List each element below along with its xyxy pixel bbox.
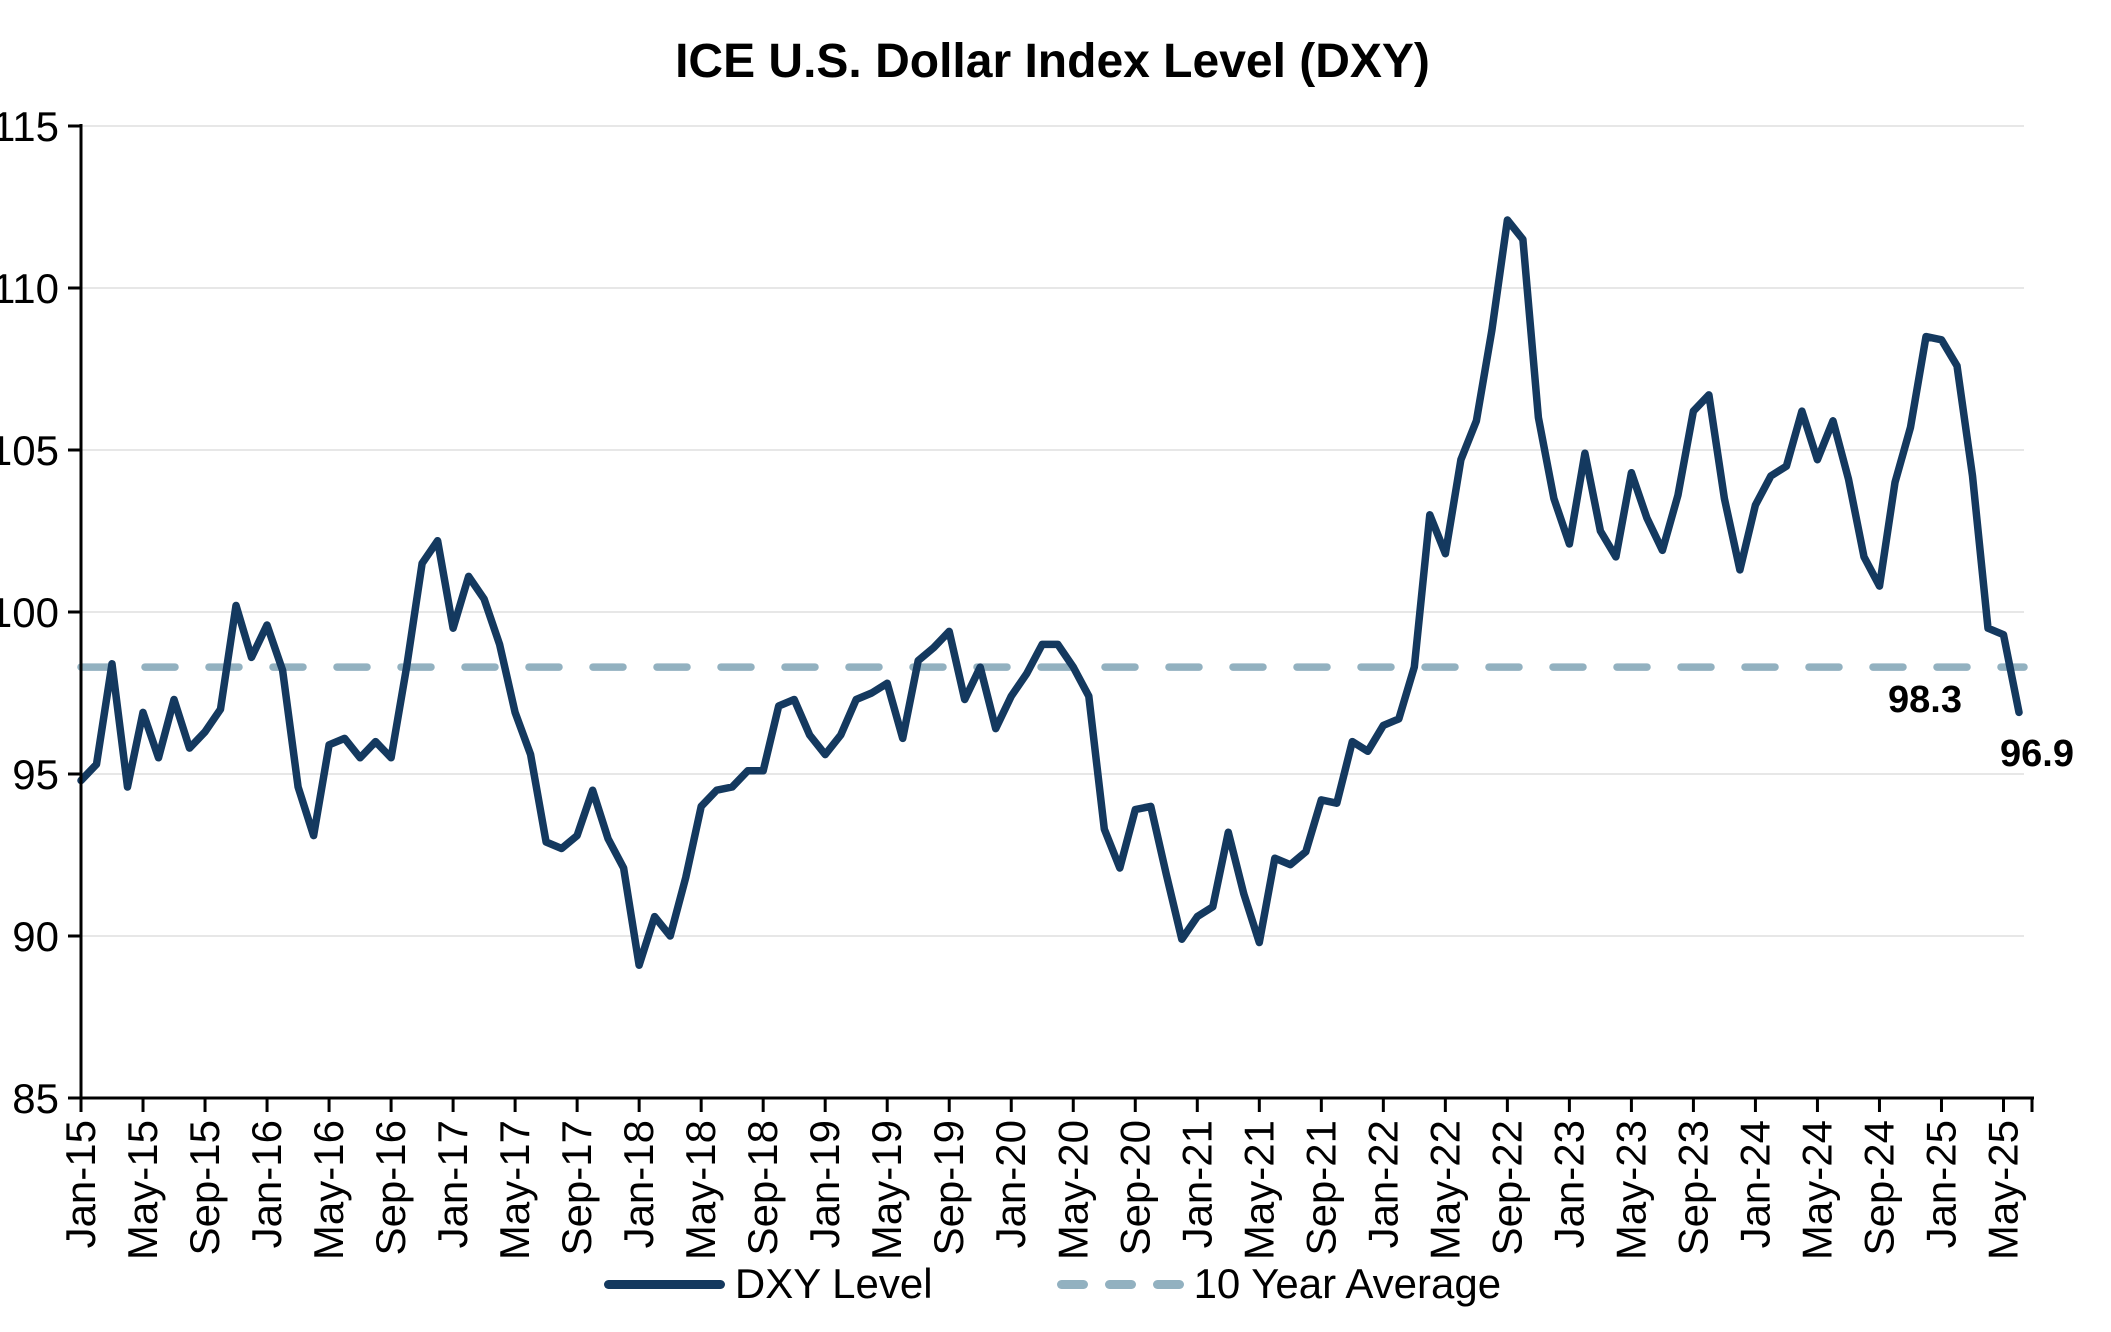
y-axis-label: 95 [12, 751, 59, 798]
x-axis-label: Sep-22 [1483, 1120, 1530, 1255]
x-axis-label: May-16 [305, 1120, 352, 1260]
dxy-line [77, 216, 2023, 969]
y-axis-label: 85 [12, 1075, 59, 1122]
y-axis-label: 110 [0, 265, 59, 312]
chart-title: ICE U.S. Dollar Index Level (DXY) [675, 35, 1430, 88]
x-axis-label: Sep-17 [553, 1120, 600, 1255]
y-axis-label: 115 [0, 103, 59, 150]
average-value-label: 98.3 [1888, 679, 1962, 721]
x-axis-label: Jan-20 [987, 1120, 1034, 1248]
x-axis-label: May-21 [1235, 1120, 1282, 1260]
x-axis-label: Sep-19 [925, 1120, 972, 1255]
y-axis-label: 105 [0, 427, 59, 474]
legend-label-dxy: DXY Level [734, 1260, 933, 1307]
x-axis-label: Jan-24 [1731, 1120, 1778, 1248]
average-line-swatch [1056, 1279, 1184, 1289]
x-axis-label: Sep-24 [1855, 1120, 1902, 1255]
x-axis-label: Sep-16 [367, 1120, 414, 1255]
x-axis-label: May-15 [119, 1120, 166, 1260]
x-axis-label: Sep-15 [181, 1120, 228, 1255]
x-axis-label: May-18 [677, 1120, 724, 1260]
legend-item-dxy: DXY Level [603, 1260, 933, 1307]
x-axis-label: May-22 [1421, 1120, 1468, 1260]
x-axis-label: Jan-21 [1173, 1120, 1220, 1248]
x-axis-label: May-19 [863, 1120, 910, 1260]
x-axis-label: Jan-16 [243, 1120, 290, 1248]
legend-label-average: 10 Year Average [1193, 1260, 1502, 1307]
x-axis-label: Jan-23 [1545, 1120, 1592, 1248]
x-axis-label: May-17 [491, 1120, 538, 1260]
last-value-label: 96.9 [2000, 733, 2074, 775]
x-axis-label: Jan-25 [1917, 1120, 1964, 1248]
y-axis-label: 100 [0, 589, 59, 636]
x-axis-label: Jan-18 [615, 1120, 662, 1248]
x-axis-label: Sep-20 [1111, 1120, 1158, 1255]
x-axis-label: Jan-17 [429, 1120, 476, 1248]
x-axis-label: Sep-21 [1297, 1120, 1344, 1255]
x-axis-label: Jan-22 [1359, 1120, 1406, 1248]
legend-item-average: 10 Year Average [1056, 1260, 1502, 1307]
x-axis-label: Sep-23 [1669, 1120, 1716, 1255]
x-axis-label: Jan-19 [801, 1120, 848, 1248]
dxy-line-swatch [603, 1279, 725, 1289]
x-axis-label: May-25 [1979, 1120, 2026, 1260]
x-axis-label: May-23 [1607, 1120, 1654, 1260]
y-axis-label: 90 [12, 913, 59, 960]
x-axis-label: May-24 [1793, 1120, 1840, 1260]
x-axis-label: Sep-18 [739, 1120, 786, 1255]
x-axis-label: Jan-15 [57, 1120, 104, 1248]
x-axis-label: May-20 [1049, 1120, 1096, 1260]
legend: DXY Level 10 Year Average [81, 1258, 2024, 1310]
